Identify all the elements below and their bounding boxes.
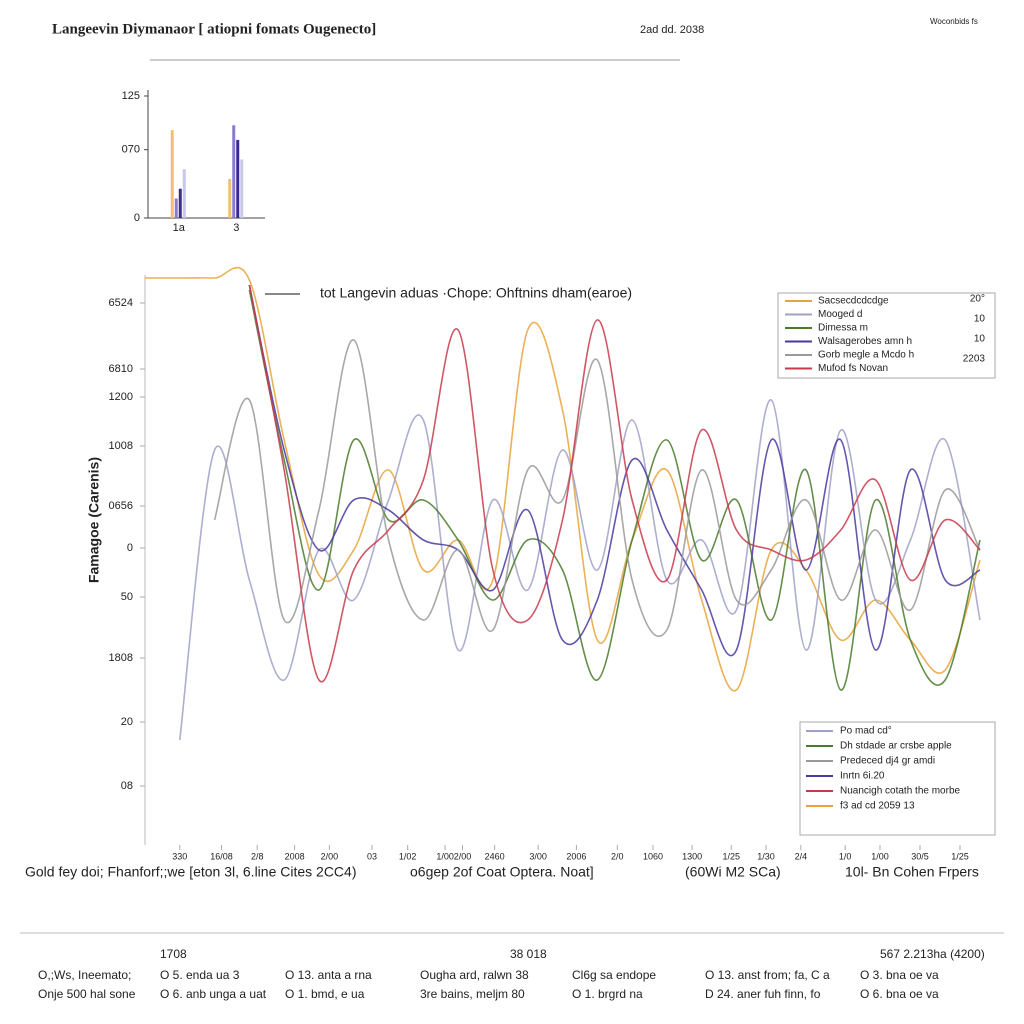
x-tick-label: 1/00	[871, 851, 889, 861]
y-tick-label: 08	[121, 780, 133, 792]
header-side: Woconbids fs	[930, 17, 978, 26]
bar	[236, 139, 240, 218]
legend-label: Walsagerobes amn h	[818, 336, 912, 347]
x-tick-label: 1/25	[722, 851, 740, 861]
y-tick-label: 0656	[109, 500, 133, 512]
x-tick-label: 2460	[485, 851, 505, 861]
x-tick-label: 2/8	[251, 851, 264, 861]
x-tick-label: 330	[172, 851, 187, 861]
legend-note: 10	[974, 314, 986, 325]
note-label: Nuancigh cotath the morbe	[840, 786, 961, 797]
x-tick-label: 2/0	[611, 851, 624, 861]
legend-note: 10	[974, 334, 986, 345]
legend-label: Mooged d	[818, 309, 862, 320]
bar	[178, 188, 182, 218]
y-tick-label: 20	[121, 716, 133, 728]
option-item[interactable]: O 6. bna oe va	[860, 987, 939, 1001]
x-tick-label: 1/30	[757, 851, 775, 861]
legend-label: Mufod fs Novan	[818, 363, 888, 374]
y-tick-label: 6524	[109, 297, 133, 309]
option-item[interactable]: O,;Ws, Ineemato;	[38, 968, 131, 982]
y-tick-label: 0	[127, 542, 133, 554]
header-date: 2ad dd. 2038	[640, 24, 704, 36]
option-stat: 1708	[160, 947, 187, 961]
series-line	[178, 399, 981, 741]
note-label: Dh stdade ar crsbe apple	[840, 741, 952, 752]
option-item[interactable]: Ougha ard, ralwn 38	[420, 968, 529, 982]
option-item[interactable]: D 24. aner fuh finn, fo	[705, 987, 821, 1001]
x-tick-label: 1/0	[839, 851, 852, 861]
y-tick-label: 50	[121, 591, 133, 603]
option-item[interactable]: 3re bains, meljm 80	[420, 987, 525, 1001]
option-item[interactable]: O 3. bna oe va	[860, 968, 939, 982]
bar	[174, 198, 178, 218]
option-stat: 567 2.213ha (4200)	[880, 947, 985, 961]
inset-y-tick-label: 070	[122, 144, 140, 156]
footer-caption: Gold fey doi; Fhanforf;;we [eton 3l, 6.l…	[25, 864, 357, 880]
option-item[interactable]: O 13. anst from; fa, C a	[705, 968, 830, 982]
option-item[interactable]: Cl6g sa endope	[572, 968, 656, 982]
bar	[232, 125, 236, 218]
y-tick-label: 1200	[109, 391, 133, 403]
option-item[interactable]: O 5. enda ua 3	[160, 968, 240, 982]
x-tick-label: 16/08	[210, 851, 233, 861]
x-tick-label: 2006	[566, 851, 586, 861]
note-label: Po mad cd°	[840, 726, 892, 737]
x-tick-label: 2/4	[795, 851, 808, 861]
note-label: Inrtn 6i.20	[840, 771, 885, 782]
x-tick-label: 30/5	[911, 851, 929, 861]
page-title: Langeevin Diymanaor [ atiopni fomats Oug…	[52, 21, 376, 37]
legend-label: Sacsecdcdcdge	[818, 296, 889, 307]
x-tick-label: 1/00	[436, 851, 454, 861]
footer-caption: (60Wi M2 SCa)	[685, 864, 781, 880]
annotation: tot Langevin aduas ·Chope: Ohftnins dham…	[320, 285, 632, 301]
bar	[182, 169, 186, 218]
x-tick-label: 1/25	[951, 851, 969, 861]
option-item[interactable]: O 1. bmd, e ua	[285, 987, 365, 1001]
inset-x-tick-label: 1a	[173, 222, 186, 234]
x-tick-label: 1/02	[399, 851, 417, 861]
option-item[interactable]: O 1. brgrd na	[572, 987, 643, 1001]
legend-label: Dimessa m	[818, 323, 868, 334]
series-line	[248, 284, 981, 657]
y-tick-label: 6810	[109, 363, 133, 375]
note-label: f3 ad cd 2059 13	[840, 801, 915, 812]
x-tick-label: 2008	[285, 851, 305, 861]
footer-caption: o6gep 2of Coat Optera. Noat]	[410, 864, 594, 880]
x-tick-label: 03	[367, 851, 377, 861]
option-stat: 38 018	[510, 947, 547, 961]
x-tick-label: 3/00	[529, 851, 547, 861]
inset-y-tick-label: 125	[122, 90, 140, 102]
y-axis-label: Famagoe (Carenis)	[86, 457, 102, 583]
inset-y-tick-label: 0	[134, 212, 140, 224]
inset-x-tick-label: 3	[233, 222, 239, 234]
option-item[interactable]: Onje 500 hal sone	[38, 987, 136, 1001]
note-label: Predeced dj4 gr amdi	[840, 756, 935, 767]
option-item[interactable]: O 6. anb unga a uat	[160, 987, 267, 1001]
legend-label: Gorb megle a Mcdo h	[818, 350, 914, 361]
bar	[170, 130, 174, 218]
legend-note: 20°	[970, 294, 985, 305]
x-tick-label: 1300	[682, 851, 702, 861]
series-line	[213, 339, 981, 637]
x-tick-label: 2/00	[454, 851, 472, 861]
x-tick-label: 2/00	[321, 851, 339, 861]
notes-box	[799, 721, 996, 836]
bar	[240, 159, 244, 218]
series-line	[248, 289, 981, 691]
legend-box	[777, 292, 996, 379]
option-item[interactable]: O 13. anta a rna	[285, 968, 372, 982]
bar	[228, 178, 232, 218]
y-tick-label: 1008	[109, 440, 133, 452]
legend-note: 2203	[963, 354, 986, 365]
footer-caption: 10l- Bn Cohen Frpers	[845, 864, 979, 880]
x-tick-label: 1060	[643, 851, 663, 861]
series-line	[248, 284, 981, 683]
y-tick-label: 1808	[109, 652, 133, 664]
